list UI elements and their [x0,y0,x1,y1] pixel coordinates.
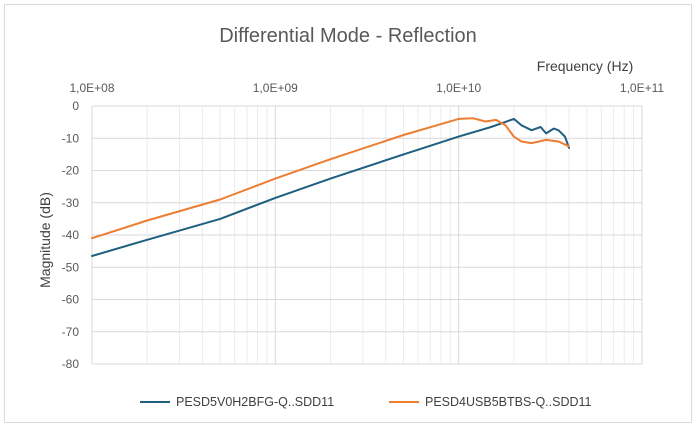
y-tick-label: -10 [62,131,80,145]
y-tick-label: -50 [62,260,80,274]
y-axis-title: Magnitude (dB) [37,192,53,288]
chart-svg: Differential Mode - Reflection 1,0E+08 1,… [37,25,665,409]
y-tick-label: -60 [62,293,80,307]
x-tick-label: 1,0E+09 [253,81,298,95]
chart-frame: Differential Mode - Reflection 1,0E+08 1,… [4,4,692,423]
grid-layer [91,105,643,365]
y-tick-label: -70 [62,325,80,339]
series-layer [91,117,570,257]
chart-title: Differential Mode - Reflection [219,25,477,47]
y-tick-label: 0 [72,99,79,113]
tick-labels: 1,0E+08 1,0E+09 1,0E+10 1,0E+11 0 -10 -20 -30 -4… [62,81,665,371]
legend: PESD5V0H2BFG-Q..SDD11 PESD4USB5BTBS-Q..SD… [140,395,592,409]
y-tick-label: -40 [62,228,80,242]
y-tick-label: -20 [62,164,80,178]
y-tick-label: -30 [62,196,80,210]
x-tick-label: 1,0E+10 [436,81,481,95]
x-tick-label: 1,0E+11 [620,81,664,95]
x-tick-label: 1,0E+08 [69,81,114,95]
series-line-1 [91,117,570,257]
series-line-2 [91,117,570,240]
x-axis-title: Frequency (Hz) [537,58,633,74]
legend-label-2: PESD4USB5BTBS-Q..SDD11 [425,395,592,409]
legend-label-1: PESD5V0H2BFG-Q..SDD11 [176,395,334,409]
y-tick-label: -80 [62,357,80,371]
